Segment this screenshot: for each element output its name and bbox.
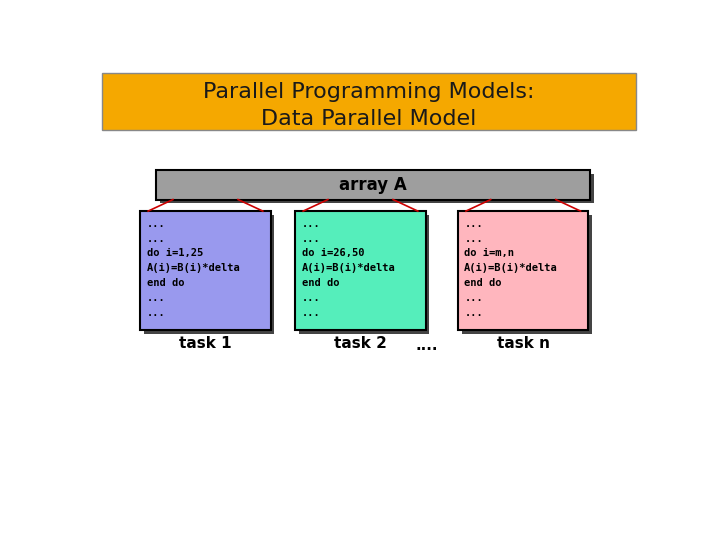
Bar [295,211,426,330]
Bar [102,72,636,130]
Text: task 2: task 2 [334,336,387,351]
Text: Data Parallel Model: Data Parallel Model [261,109,477,129]
Text: ...
...
do i=26,50
A(i)=B(i)*delta
end do
...
...: ... ... do i=26,50 A(i)=B(i)*delta end d… [302,219,395,318]
Bar [462,215,593,334]
Text: task 1: task 1 [179,336,232,351]
Bar [300,215,429,334]
Bar [140,211,271,330]
Text: ....: .... [416,339,438,353]
Bar [160,174,594,204]
Text: Parallel Programming Models:: Parallel Programming Models: [203,82,535,102]
Text: task n: task n [497,336,550,351]
Text: ...
...
do i=m,n
A(i)=B(i)*delta
end do
...
...: ... ... do i=m,n A(i)=B(i)*delta end do … [464,219,558,318]
Text: ...
...
do i=1,25
A(i)=B(i)*delta
end do
...
...: ... ... do i=1,25 A(i)=B(i)*delta end do… [147,219,240,318]
Bar [156,170,590,200]
Text: array A: array A [339,176,407,194]
Bar [144,215,274,334]
Bar [458,211,588,330]
